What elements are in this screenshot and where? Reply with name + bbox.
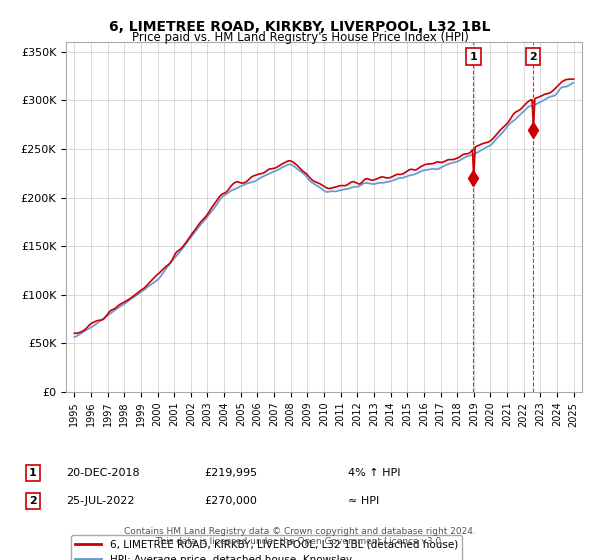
Text: Contains HM Land Registry data © Crown copyright and database right 2024.
This d: Contains HM Land Registry data © Crown c…	[124, 526, 476, 546]
Text: 20-DEC-2018: 20-DEC-2018	[66, 468, 140, 478]
Text: Price paid vs. HM Land Registry's House Price Index (HPI): Price paid vs. HM Land Registry's House …	[131, 31, 469, 44]
Text: £219,995: £219,995	[204, 468, 257, 478]
Text: 4% ↑ HPI: 4% ↑ HPI	[348, 468, 401, 478]
Text: 2: 2	[29, 496, 37, 506]
Text: 1: 1	[469, 52, 477, 62]
Text: 6, LIMETREE ROAD, KIRKBY, LIVERPOOL, L32 1BL: 6, LIMETREE ROAD, KIRKBY, LIVERPOOL, L32…	[109, 20, 491, 34]
Text: 1: 1	[29, 468, 37, 478]
Legend: 6, LIMETREE ROAD, KIRKBY, LIVERPOOL, L32 1BL (detached house), HPI: Average pric: 6, LIMETREE ROAD, KIRKBY, LIVERPOOL, L32…	[71, 535, 462, 560]
Text: £270,000: £270,000	[204, 496, 257, 506]
Text: 2: 2	[529, 52, 537, 62]
Text: 25-JUL-2022: 25-JUL-2022	[66, 496, 134, 506]
Text: ≈ HPI: ≈ HPI	[348, 496, 379, 506]
